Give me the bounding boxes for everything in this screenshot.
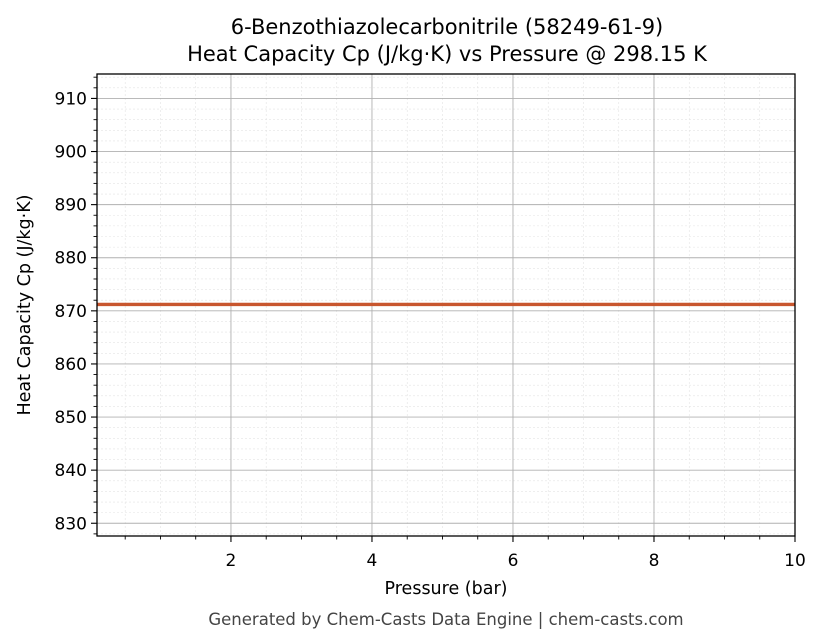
y-tick-label: 910 [55,89,87,109]
x-axis-label: Pressure (bar) [385,579,508,599]
chart-title: 6-Benzothiazolecarbonitrile (58249-61-9) [231,15,664,39]
y-tick-label: 830 [55,514,87,534]
y-tick-label: 880 [55,249,87,269]
y-tick-label: 890 [55,196,87,216]
y-axis-label: Heat Capacity Cp (J/kg·K) [15,195,35,416]
tick-labels: 2 4 6 8 10 830 840 850 860 870 880 890 900 910 [55,89,806,571]
chart-subtitle: Heat Capacity Cp (J/kg·K) vs Pressure @ … [187,42,708,66]
footer-credit: Generated by Chem-Casts Data Engine | ch… [208,610,683,629]
y-tick-label: 850 [55,408,87,428]
plot-frame [96,73,796,537]
x-tick-label: 10 [784,551,806,571]
minor-grid [97,74,795,536]
x-tick-label: 8 [649,551,660,571]
x-tick-label: 6 [508,551,519,571]
y-tick-label: 870 [55,302,87,322]
y-tick-label: 900 [55,143,87,163]
x-tick-label: 4 [367,551,378,571]
y-tick-label: 840 [55,461,87,481]
x-tick-label: 2 [226,551,237,571]
y-tick-label: 860 [55,355,87,375]
ticks [91,76,796,542]
